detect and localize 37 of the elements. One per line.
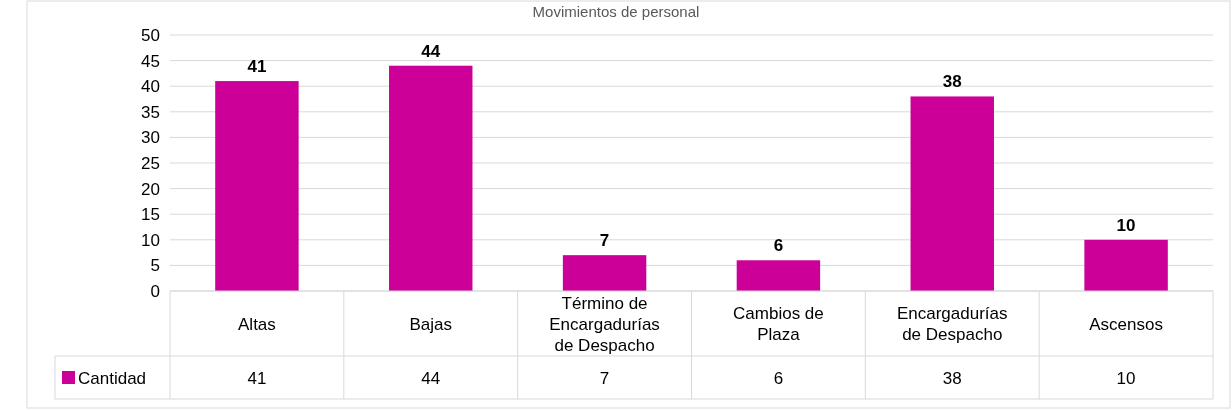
bar — [1084, 239, 1168, 291]
text: 7 — [599, 369, 610, 388]
bar — [910, 96, 994, 291]
y-tick-label: 30 — [141, 128, 160, 148]
bar — [389, 65, 473, 291]
x-tick-label: Bajas — [409, 314, 453, 334]
y-tick-label: 5 — [150, 256, 160, 276]
y-tick-label: 0 — [150, 281, 160, 301]
y-tick-label: 15 — [141, 205, 160, 225]
text: 6 — [773, 369, 784, 388]
bar — [562, 255, 647, 291]
x-tick-label: Término de Encargadurías de Despacho — [549, 293, 660, 355]
y-tick-label: 20 — [141, 179, 160, 199]
x-tick-label: Cambios de Plaza — [733, 304, 824, 344]
text: 10 — [1116, 369, 1136, 388]
y-tick-label: 45 — [141, 51, 160, 71]
text: 44 — [421, 369, 441, 388]
y-tick-label: 40 — [141, 77, 160, 97]
y-tick-label: 10 — [141, 230, 160, 250]
y-tick-label: 50 — [141, 25, 160, 45]
y-tick-label: 35 — [141, 102, 160, 122]
text: 41 — [247, 369, 267, 388]
legend-label: Cantidad — [78, 369, 147, 388]
bar — [736, 260, 821, 291]
data-label: 7 — [599, 231, 610, 251]
text: 38 — [942, 369, 962, 388]
bar — [215, 81, 299, 291]
x-tick-label: Altas — [238, 314, 276, 334]
data-label: 44 — [421, 41, 441, 61]
y-tick-label: 25 — [141, 153, 160, 173]
x-tick-label: Encargadurías de Despacho — [896, 304, 1008, 344]
data-label: 6 — [773, 236, 784, 256]
data-label: 38 — [942, 72, 962, 92]
data-label: 41 — [247, 57, 267, 77]
chart-title: Movimientos de personal — [532, 3, 700, 20]
data-label: 10 — [1116, 215, 1136, 235]
x-tick-label: Ascensos — [1089, 314, 1163, 334]
